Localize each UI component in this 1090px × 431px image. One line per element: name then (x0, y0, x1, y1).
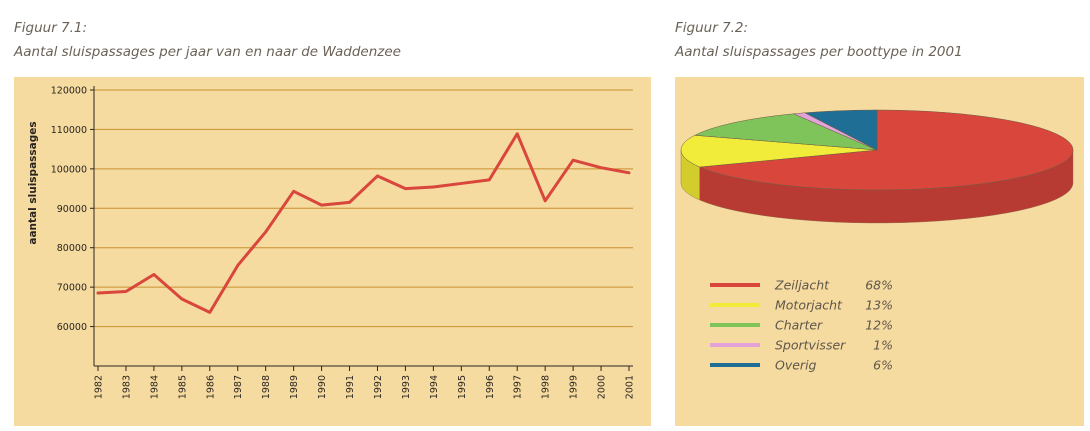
legend-label-zeiljacht: Zeiljacht (774, 278, 830, 293)
data-point (348, 201, 351, 204)
x-tick-label: 1993 (401, 375, 412, 399)
data-point (488, 178, 491, 182)
line-chart: 60000 70000 80000 90000 100000 110000 120000 aa… (27, 86, 636, 400)
figure-1-number: Figuur 7.1: (14, 20, 88, 36)
data-point (180, 297, 184, 301)
data-point (460, 182, 463, 185)
legend-label-overig: Overig (775, 358, 817, 373)
x-tick-label: 1985 (177, 375, 188, 399)
x-tick-label: 2000 (597, 375, 608, 399)
pie-slice-zeiljacht (699, 109, 1074, 191)
x-tick-label: 1999 (569, 375, 580, 399)
figure-1-title: Aantal sluispassages per jaar van en naa… (14, 44, 401, 60)
x-tick-label: 1997 (513, 375, 524, 399)
data-point (571, 158, 575, 162)
data-point (432, 185, 435, 189)
x-tick-label: 1986 (205, 375, 216, 399)
data-point (404, 187, 407, 190)
series-line (96, 132, 631, 314)
x-tick-label: 1992 (373, 375, 384, 399)
data-point (152, 273, 156, 276)
x-tick-label: 1995 (457, 375, 468, 399)
y-tick-label: 70000 (57, 283, 87, 294)
data-point (292, 190, 295, 193)
x-tick-label: 1987 (233, 375, 244, 399)
data-point (627, 171, 631, 174)
data-point (516, 132, 519, 135)
legend-label-charter: Charter (775, 318, 823, 333)
legend-value-overig: 6% (873, 358, 893, 373)
data-point (376, 174, 379, 178)
x-tick-label: 1982 (94, 375, 105, 399)
figure-2-title: Aantal sluispassages per boottype in 200… (675, 44, 963, 60)
y-axis-label: aantal sluispassages (27, 121, 39, 244)
pie-chart-panel: Zeiljacht 68% Motorjacht 13% Charter 12% Sport… (675, 77, 1084, 426)
data-point (208, 311, 211, 314)
y-tick-label: 100000 (51, 164, 87, 175)
legend-value-zeiljacht: 68% (865, 278, 893, 293)
data-point (320, 203, 323, 207)
data-point (96, 291, 100, 295)
x-tick-label: 1983 (121, 375, 132, 399)
x-tick-label: 1991 (345, 375, 356, 399)
legend-label-sportvisser: Sportvisser (775, 338, 846, 353)
y-tick-label: 110000 (51, 125, 87, 136)
y-tick-label: 60000 (57, 322, 87, 333)
pie-slice-charter (693, 113, 878, 151)
data-point (264, 230, 267, 234)
data-point (599, 166, 603, 169)
y-tick-label: 90000 (57, 204, 87, 215)
legend-value-charter: 12% (865, 318, 893, 333)
data-point (543, 199, 547, 202)
x-tick-label: 1996 (485, 375, 496, 399)
figure-2-number: Figuur 7.2: (675, 20, 749, 36)
x-tick-label: 1989 (289, 375, 300, 399)
line-chart-panel: 60000 70000 80000 90000 100000 110000 120000 aa… (14, 77, 651, 426)
legend-value-motorjacht: 13% (865, 298, 893, 313)
x-tick-label: 1998 (541, 375, 552, 399)
x-tick-label: 1988 (261, 375, 272, 399)
x-tick-label: 1994 (429, 375, 440, 399)
x-tick-label: 1984 (149, 375, 160, 399)
data-point (124, 290, 128, 293)
x-tick-label: 2001 (625, 375, 636, 399)
pie-slice-motorjacht (680, 135, 878, 168)
pie-chart: Zeiljacht 68% Motorjacht 13% Charter 12% Sport… (680, 109, 1074, 373)
legend-value-sportvisser: 1% (873, 338, 893, 353)
pie-slice-overig (803, 109, 878, 151)
data-point (236, 264, 239, 267)
legend-label-motorjacht: Motorjacht (775, 298, 843, 313)
y-tick-label: 80000 (57, 243, 87, 254)
y-tick-label: 120000 (51, 86, 87, 97)
x-tick-label: 1990 (317, 375, 328, 399)
